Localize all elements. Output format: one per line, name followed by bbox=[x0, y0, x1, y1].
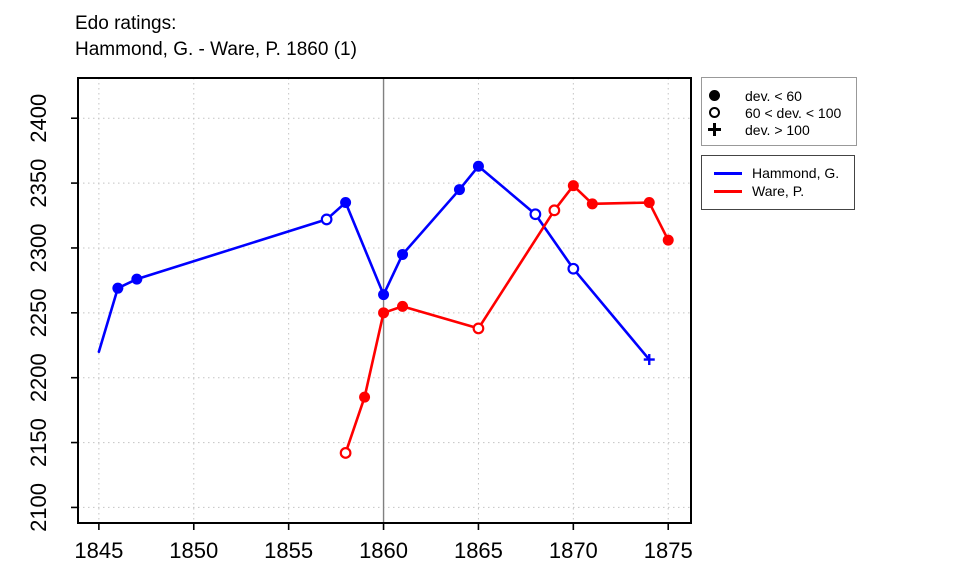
marker-filled bbox=[453, 184, 465, 196]
y-tick-label: 2150 bbox=[26, 418, 51, 467]
marker-open bbox=[472, 322, 485, 335]
marker-filled bbox=[397, 300, 409, 312]
marker-open bbox=[339, 447, 352, 459]
x-tick-label: 1875 bbox=[644, 538, 693, 563]
legend-deviation: dev. < 60 60 < dev. < 100 dev. > 100 bbox=[701, 77, 857, 146]
chart-title: Edo ratings: Hammond, G. - Ware, P. 1860… bbox=[75, 11, 357, 63]
marker-filled bbox=[112, 282, 124, 294]
marker-filled bbox=[378, 289, 390, 301]
ware-line-sample bbox=[714, 189, 742, 193]
marker-filled bbox=[567, 180, 579, 192]
x-tick-label: 1870 bbox=[549, 538, 598, 563]
x-tick-label: 1850 bbox=[169, 538, 218, 563]
y-tick-label: 2200 bbox=[26, 353, 51, 402]
legend-label-dev-lt-60: dev. < 60 bbox=[745, 87, 802, 104]
legend-label-ware: Ware, P. bbox=[752, 183, 805, 199]
marker-filled bbox=[586, 198, 598, 210]
series-line-ware-p- bbox=[344, 184, 670, 455]
marker-filled bbox=[359, 391, 371, 403]
open-circle-icon bbox=[708, 106, 721, 119]
legend-row-dev-60-100: 60 < dev. < 100 bbox=[702, 104, 856, 121]
marker-filled bbox=[397, 248, 409, 260]
hammond-line-sample bbox=[714, 171, 742, 175]
marker-filled bbox=[131, 273, 143, 285]
legend-label-dev-gt-100: dev. > 100 bbox=[745, 121, 810, 138]
legend-row-dev-lt-60: dev. < 60 bbox=[702, 87, 856, 104]
legend-row-hammond: Hammond, G. bbox=[702, 164, 854, 182]
marker-filled bbox=[472, 160, 484, 172]
legend-players: Hammond, G. Ware, P. bbox=[701, 155, 855, 210]
y-tick-label: 2100 bbox=[26, 483, 51, 532]
y-tick-label: 2300 bbox=[26, 223, 51, 272]
y-tick-label: 2350 bbox=[26, 159, 51, 208]
chart-title-line2: Hammond, G. - Ware, P. 1860 (1) bbox=[75, 39, 357, 60]
y-tick-label: 2250 bbox=[26, 288, 51, 337]
plus-icon bbox=[708, 123, 721, 136]
chart-title-line1: Edo ratings: bbox=[75, 13, 177, 34]
x-tick-label: 1855 bbox=[264, 538, 313, 563]
x-tick-label: 1860 bbox=[359, 538, 408, 563]
marker-open bbox=[567, 262, 580, 275]
x-tick-label: 1845 bbox=[74, 538, 123, 563]
filled-circle-icon bbox=[708, 89, 721, 102]
legend-label-hammond: Hammond, G. bbox=[752, 165, 840, 181]
marker-filled bbox=[378, 307, 390, 319]
marker-filled bbox=[662, 234, 674, 246]
marker-filled bbox=[340, 197, 352, 209]
plot-border bbox=[77, 77, 692, 524]
y-tick-label: 2400 bbox=[26, 94, 51, 143]
legend-row-dev-gt-100: dev. > 100 bbox=[702, 121, 856, 138]
legend-row-ware: Ware, P. bbox=[702, 182, 854, 200]
x-tick-label: 1865 bbox=[454, 538, 503, 563]
marker-open bbox=[320, 213, 333, 226]
marker-filled bbox=[643, 197, 655, 209]
legend-label-dev-60-100: 60 < dev. < 100 bbox=[745, 104, 842, 121]
marker-open bbox=[529, 208, 542, 221]
marker-open bbox=[548, 204, 561, 217]
